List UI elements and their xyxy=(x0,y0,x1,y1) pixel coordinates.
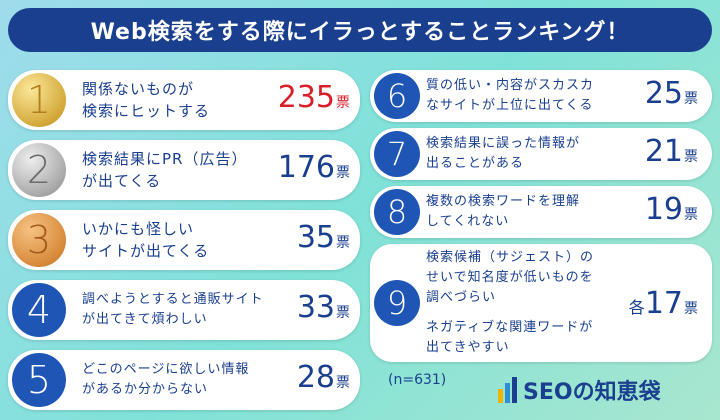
vote-count: 各17票 xyxy=(628,286,698,321)
vote-count: 33票 xyxy=(296,290,350,325)
rank-badge: 7 xyxy=(374,131,420,177)
ranking-row-6: 6 質の低い・内容がスカスカ なサイトが上位に出てくる 25票 xyxy=(370,70,712,122)
logo-text: SEOの知恵袋 xyxy=(523,380,661,405)
silver-medal-icon: 2 xyxy=(12,143,66,197)
item-label: 検索結果にPR（広告） が出てくる xyxy=(82,150,248,190)
rank-badge: 4 xyxy=(12,283,66,337)
ranking-row-9: 9 検索候補（サジェスト）の せいで知名度が低いものを 調べづらい ネガティブな関連… xyxy=(370,244,712,362)
page-title: Web検索をする際にイラっとすることランキング！ xyxy=(8,8,712,52)
item-label: 検索結果に誤った情報が 出ることがある xyxy=(426,136,581,171)
rank-badge: 8 xyxy=(374,189,420,235)
item-label: 調べようとすると通販サイト が出てきて煩わしい xyxy=(82,292,264,327)
vote-count: 25票 xyxy=(644,76,698,111)
rank-badge: 5 xyxy=(12,353,66,407)
vote-count: 235票 xyxy=(277,80,350,115)
vote-count: 21票 xyxy=(644,134,698,169)
item-label: 質の低い・内容がスカスカ なサイトが上位に出てくる xyxy=(426,78,595,113)
vote-count: 35票 xyxy=(296,220,350,255)
item-label: 複数の検索ワードを理解 してくれない xyxy=(426,194,581,229)
rank-badge: 9 xyxy=(374,280,420,326)
logo-bars-icon xyxy=(498,377,517,403)
rank-badge: 6 xyxy=(374,73,420,119)
item-label: 検索候補（サジェスト）の せいで知名度が低いものを 調べづらい xyxy=(426,250,595,305)
ranking-row-5: 5 どこのページに欲しい情報 があるか分からない 28票 xyxy=(8,350,360,410)
item-label-secondary: ネガティブな関連ワードが 出てきやすい xyxy=(426,320,594,355)
bronze-medal-icon: 3 xyxy=(12,213,66,267)
ranking-row-1: 1 関係ないものが 検索にヒットする 235票 xyxy=(8,70,360,130)
vote-count: 28票 xyxy=(296,360,350,395)
item-label: いかにも怪しい サイトが出てくる xyxy=(82,220,210,260)
vote-count: 176票 xyxy=(277,150,350,185)
item-label: どこのページに欲しい情報 があるか分からない xyxy=(82,362,250,397)
gold-medal-icon: 1 xyxy=(12,73,66,127)
item-label: 関係ないものが 検索にヒットする xyxy=(82,80,211,120)
ranking-row-7: 7 検索結果に誤った情報が 出ることがある 21票 xyxy=(370,128,712,180)
brand-logo: SEOの知恵袋 xyxy=(498,374,661,406)
ranking-row-2: 2 検索結果にPR（広告） が出てくる 176票 xyxy=(8,140,360,200)
vote-count: 19票 xyxy=(644,192,698,227)
ranking-row-3: 3 いかにも怪しい サイトが出てくる 35票 xyxy=(8,210,360,270)
ranking-row-4: 4 調べようとすると通販サイト が出てきて煩わしい 33票 xyxy=(8,280,360,340)
sample-size-note: (n=631) xyxy=(388,372,447,388)
ranking-row-8: 8 複数の検索ワードを理解 してくれない 19票 xyxy=(370,186,712,238)
